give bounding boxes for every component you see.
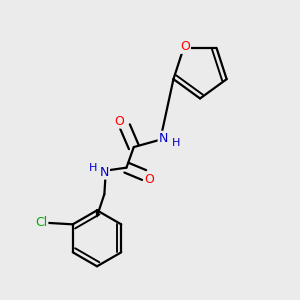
Text: H: H [172,138,181,148]
Text: H: H [88,163,97,173]
Text: O: O [115,115,124,128]
Text: O: O [145,173,154,186]
Text: N: N [159,132,168,145]
Text: O: O [180,40,190,53]
Text: N: N [100,166,109,178]
Text: Cl: Cl [35,216,47,229]
